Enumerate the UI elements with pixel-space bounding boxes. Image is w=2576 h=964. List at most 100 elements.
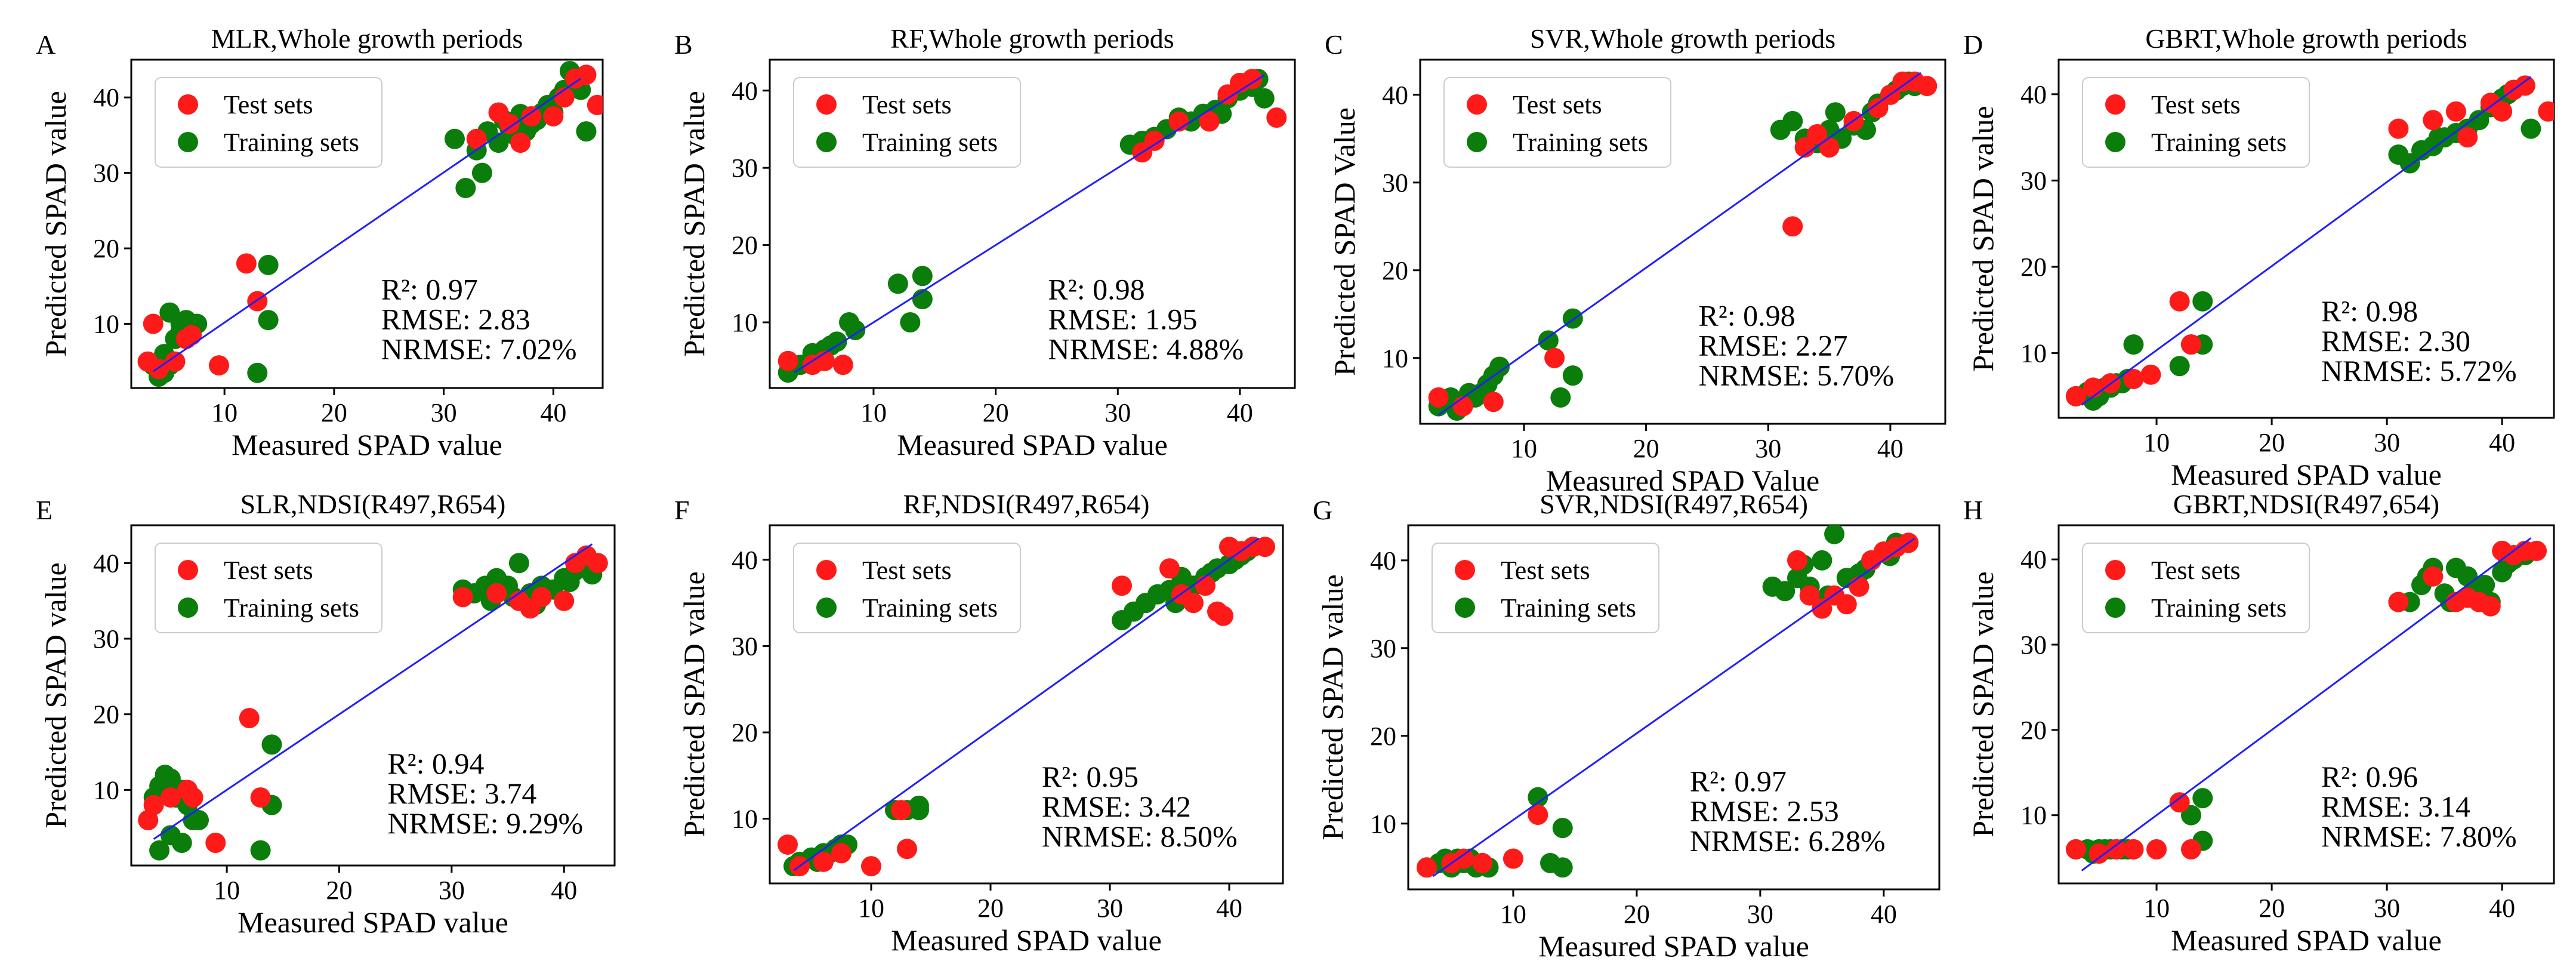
y-tick-label: 30 — [2020, 166, 2047, 195]
training-point — [887, 273, 908, 294]
test-point — [2083, 377, 2103, 398]
test-point — [2180, 839, 2201, 860]
legend-test-label: Test sets — [862, 556, 952, 585]
test-point — [1868, 97, 1889, 118]
x-tick-label: 10 — [211, 398, 237, 427]
x-tick-label: 20 — [983, 398, 1009, 427]
test-point — [1144, 130, 1165, 151]
x-tick-label: 40 — [540, 398, 566, 427]
stat-line: R²: 0.97 — [381, 273, 478, 306]
legend-train-label: Training sets — [862, 593, 998, 623]
training-point — [2169, 356, 2190, 377]
training-point — [909, 800, 929, 821]
test-point — [510, 133, 531, 153]
panel-g: G SVR,NDSI(R497,R654) 10 20 30 40 10 20 30 40 Meas… — [1313, 489, 1941, 963]
legend-box — [1432, 543, 1659, 633]
x-tick-label: 30 — [1747, 900, 1773, 929]
regression-line — [153, 543, 593, 840]
test-point — [1812, 598, 1832, 619]
test-point — [861, 856, 881, 877]
training-point — [455, 177, 476, 198]
test-point — [1787, 550, 1807, 571]
stat-line: RMSE: 3.14 — [2321, 790, 2470, 823]
x-tick-label: 40 — [2489, 894, 2515, 923]
x-axis-label: Measured SPAD value — [891, 923, 1162, 957]
training-point — [1489, 356, 1510, 377]
x-tick-label: 30 — [1105, 398, 1131, 427]
legend: Test sets Training sets — [155, 543, 382, 633]
y-tick-label: 40 — [1382, 81, 1408, 110]
legend-test-marker — [1455, 560, 1475, 580]
panel-letter: F — [674, 495, 690, 525]
legend-train-label: Training sets — [862, 128, 998, 157]
legend: Test sets Training sets — [2082, 543, 2310, 633]
test-point — [239, 708, 260, 728]
y-tick-label: 40 — [1370, 546, 1396, 575]
legend-train-label: Training sets — [2151, 593, 2287, 623]
test-point — [1836, 594, 1857, 615]
panel-c: C SVR,Whole growth periods 10 20 30 40 10 20 30 4… — [1325, 23, 1946, 497]
test-point — [1417, 857, 1437, 878]
plot-area — [2065, 537, 2547, 871]
stat-line: RMSE: 2.53 — [1690, 794, 1839, 827]
stat-line: NRMSE: 8.50% — [1042, 820, 1238, 853]
test-point — [543, 106, 564, 127]
panel-letter: G — [1313, 495, 1332, 525]
training-point — [258, 310, 279, 331]
x-tick-label: 30 — [431, 398, 457, 427]
stat-line: RMSE: 3.42 — [1042, 790, 1191, 823]
stat-line: R²: 0.97 — [1690, 764, 1787, 797]
training-point — [576, 121, 597, 142]
test-point — [1454, 848, 1474, 869]
test-point — [576, 64, 597, 85]
test-point — [2423, 110, 2444, 131]
legend-box — [793, 543, 1021, 633]
test-point — [1807, 124, 1828, 144]
regression-line — [2081, 76, 2532, 406]
training-point — [258, 254, 279, 275]
test-point — [1544, 347, 1565, 368]
legend-test-label: Test sets — [224, 556, 313, 585]
plot-area — [137, 60, 603, 387]
axes-frame — [769, 524, 1284, 885]
axes-frame — [130, 524, 616, 867]
panel-f: F RF,NDSI(R497,R654) 10 20 30 40 10 20 30 40 Measu… — [674, 489, 1284, 957]
y-tick-label: 20 — [732, 231, 758, 260]
test-point — [1183, 593, 1204, 614]
test-point — [2123, 839, 2144, 860]
x-axis-label: Measured SPAD value — [2171, 923, 2442, 957]
panel-letter: E — [36, 495, 53, 525]
test-point — [831, 843, 852, 864]
x-axis-label: Measured SPAD value — [232, 428, 502, 461]
legend-test-marker — [816, 94, 837, 115]
panel-b: B RF,Whole growth periods 10 20 30 40 10 20 30 40… — [674, 23, 1296, 461]
training-point — [444, 128, 465, 149]
stat-line: R²: 0.95 — [1042, 760, 1139, 793]
test-point — [2457, 127, 2478, 148]
y-axis-label: Predicted SPAD value — [1966, 571, 2000, 837]
test-point — [1428, 387, 1449, 408]
legend-box — [155, 543, 382, 633]
training-point — [1552, 857, 1573, 878]
legend: Test sets Training sets — [793, 543, 1021, 633]
training-point — [826, 331, 847, 352]
stat-line: RMSE: 2.27 — [1698, 328, 1847, 362]
x-tick-label: 40 — [1216, 894, 1242, 923]
training-point — [2469, 110, 2489, 131]
x-tick-label: 40 — [1227, 398, 1253, 427]
legend-test-marker — [1467, 94, 1487, 115]
test-point — [452, 587, 473, 608]
test-point — [531, 587, 552, 608]
y-tick-label: 40 — [2020, 80, 2047, 109]
panel-letter: H — [1963, 495, 1983, 525]
y-axis-label: Predicted SPAD value — [39, 91, 72, 356]
x-tick-label: 30 — [2374, 894, 2400, 923]
test-point — [2169, 291, 2190, 312]
x-tick-label: 20 — [1624, 900, 1650, 929]
x-axis-label: Measured SPAD value — [2171, 458, 2442, 491]
test-point — [160, 787, 181, 808]
x-tick-label: 10 — [2143, 894, 2170, 923]
